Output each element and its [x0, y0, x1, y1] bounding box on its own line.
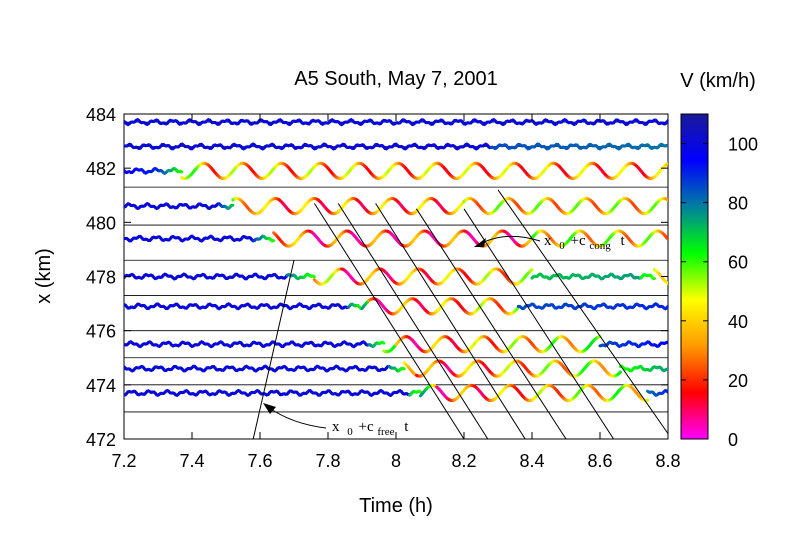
congestion-wave-line: [415, 208, 567, 439]
annotation-cong-arrowhead: [474, 238, 486, 247]
congestion-wave-line: [497, 189, 668, 434]
trajectory: [124, 197, 668, 216]
vehicle-trajectories: [124, 118, 668, 403]
svg-text:x 0 +c free: x 0 +c free t: [332, 419, 409, 439]
wave-lines: [252, 189, 668, 439]
y-tick-label: 484: [86, 105, 116, 125]
trajectory-segment: [617, 370, 622, 375]
trajectory-segment: [311, 274, 316, 279]
x-tick-label: 7.2: [111, 451, 136, 471]
colorbar: [680, 113, 709, 440]
trajectory-segment: [665, 280, 668, 285]
x-axis-label: Time (h): [359, 495, 433, 517]
trajectory-segment: [665, 236, 668, 241]
svg-text:x 0 +c cong: x 0 +c cong t: [544, 233, 626, 253]
colorbar-tick-label: 100: [728, 135, 758, 155]
y-tick-label: 472: [86, 430, 116, 450]
congestion-wave-line: [463, 208, 615, 439]
x-tick-label: 7.4: [179, 451, 204, 471]
y-tick-label: 476: [86, 322, 116, 342]
trajectory-segment: [665, 162, 668, 166]
congestion-wave-line: [313, 203, 465, 439]
trajectory: [124, 297, 668, 316]
annotation-free-sub0: 0: [347, 426, 353, 438]
trajectory-segment: [665, 389, 668, 394]
annotation-free-t: t: [404, 419, 409, 435]
annotation-cong-sub0: 0: [559, 240, 565, 252]
y-tick-label: 474: [86, 376, 116, 396]
y-tick-label: 478: [86, 268, 116, 288]
x-tick-label: 8.6: [587, 451, 612, 471]
annotation-free-arrow: [267, 406, 327, 429]
colorbar-tick-label: 60: [728, 253, 748, 273]
trajectory-segment: [665, 304, 668, 310]
annotation-free-subc: free: [377, 426, 394, 438]
trajectory: [124, 267, 668, 286]
trajectory: [124, 335, 668, 354]
free-flow-wave-line: [252, 260, 295, 439]
x-tick-label: 7.8: [315, 451, 340, 471]
y-axis-ticks: 472 474 476 478 480 482 484: [86, 105, 668, 450]
colorbar-ticks: 0 20 40 60 80 100: [681, 135, 758, 450]
colorbar-tick-label: 40: [728, 312, 748, 332]
annotation-cong-t: t: [621, 233, 626, 249]
x-tick-label: 8: [391, 451, 401, 471]
colorbar-tick-label: 0: [728, 430, 738, 450]
x-tick-label: 8.2: [451, 451, 476, 471]
x-axis-ticks: 7.2 7.4 7.6 7.8 8 8.2 8.4 8.6 8.8: [111, 114, 681, 471]
colorbar-tick-label: 80: [728, 194, 748, 214]
chart-title: A5 South, May 7, 2001: [294, 68, 497, 90]
trajectory-segment: [178, 169, 184, 174]
x-tick-label: 8.8: [655, 451, 680, 471]
colorbar-tick-label: 20: [728, 371, 748, 391]
trajectory: [124, 118, 668, 127]
trajectory: [124, 142, 668, 151]
trajectory: [124, 161, 668, 180]
y-axis-label: x (km): [33, 248, 55, 304]
x-tick-label: 7.6: [247, 451, 272, 471]
annotation-free-x: x: [332, 419, 340, 435]
congestion-wave-line: [375, 203, 526, 439]
trajectory-segment: [665, 197, 668, 202]
trajectory: [124, 383, 668, 403]
trajectory-segment: [417, 389, 422, 394]
annotation-cong-subc: cong: [589, 240, 611, 252]
trajectory: [124, 359, 668, 378]
congestion-wave-line: [337, 203, 489, 439]
y-tick-label: 482: [86, 159, 116, 179]
annotation-free-plus: +c: [359, 419, 374, 435]
annotation-free-arrowhead: [263, 403, 276, 414]
y-tick-label: 480: [86, 213, 116, 233]
trajectory-segment: [529, 268, 534, 273]
trajectory-segment: [380, 340, 386, 345]
annotation-cong: x 0 +c cong t: [474, 233, 626, 253]
x-tick-label: 8.4: [519, 451, 544, 471]
annotation-cong-plus: +c: [571, 233, 586, 249]
annotation-free: x 0 +c free t: [263, 403, 409, 439]
trajectory-segment: [665, 144, 668, 148]
annotation-cong-x: x: [544, 233, 552, 249]
colorbar-label: V (km/h): [680, 70, 756, 92]
